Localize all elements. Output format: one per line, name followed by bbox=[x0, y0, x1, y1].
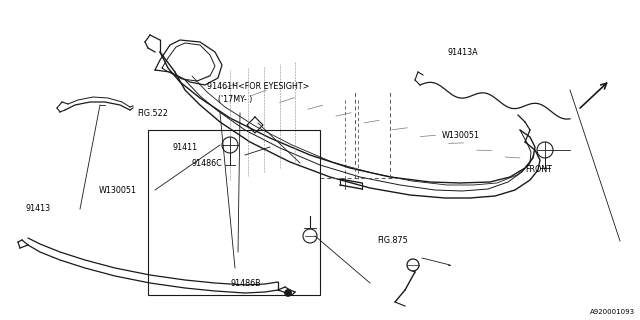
Text: FIG.875: FIG.875 bbox=[378, 236, 408, 245]
Text: FRONT: FRONT bbox=[525, 165, 552, 174]
Text: 91486C: 91486C bbox=[192, 159, 223, 168]
Text: FIG.522: FIG.522 bbox=[138, 109, 168, 118]
Circle shape bbox=[285, 290, 291, 297]
Text: 91413A: 91413A bbox=[448, 48, 479, 57]
Text: A920001093: A920001093 bbox=[590, 309, 635, 315]
Bar bbox=[148, 130, 320, 295]
Text: 91413: 91413 bbox=[26, 204, 51, 213]
Text: 91486B: 91486B bbox=[230, 279, 261, 288]
Text: W130051: W130051 bbox=[442, 131, 479, 140]
Text: 91461H<FOR EYESIGHT>: 91461H<FOR EYESIGHT> bbox=[207, 82, 309, 91]
Text: ('17MY- ): ('17MY- ) bbox=[218, 95, 252, 104]
Text: W130051: W130051 bbox=[99, 186, 137, 195]
Text: 91411: 91411 bbox=[173, 143, 198, 152]
